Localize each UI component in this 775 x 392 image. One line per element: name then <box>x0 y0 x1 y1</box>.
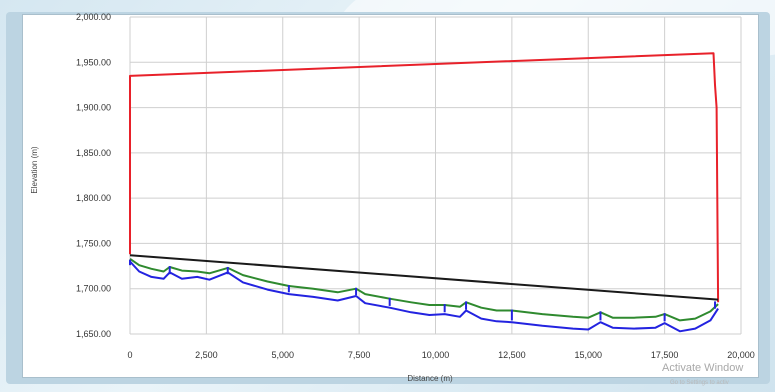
y-tick-label: 1,900.00 <box>76 103 111 113</box>
activation-watermark-subtitle: Go to Settings to activ <box>670 380 729 386</box>
series-line-2 <box>129 254 719 301</box>
x-tick-label: 15,000 <box>574 350 602 360</box>
x-tick-label: 17,500 <box>651 350 679 360</box>
x-tick-label: 7,500 <box>348 350 371 360</box>
x-tick-label: 20,000 <box>727 350 755 360</box>
x-axis-ticks: 0 2,500 5,000 7,500 10,000 12,500 15,000 17,500… <box>127 350 754 360</box>
y-axis-title: Elevation (m) <box>30 146 39 193</box>
x-tick-label: 0 <box>127 350 132 360</box>
x-axis-title: Distance (m) <box>407 374 453 383</box>
y-tick-label: 1,750.00 <box>76 238 111 248</box>
y-tick-label: 1,850.00 <box>76 148 111 158</box>
y-tick-label: 2,000.00 <box>76 12 111 22</box>
activation-watermark-title: Activate Window <box>662 362 743 374</box>
y-tick-label: 1,950.00 <box>76 57 111 67</box>
x-tick-label: 2,500 <box>195 350 218 360</box>
series-line-3 <box>129 257 719 322</box>
y-tick-label: 1,700.00 <box>76 284 111 294</box>
series-line-4 <box>129 260 719 333</box>
y-axis-ticks: 1,650.00 1,700.00 1,750.00 1,800.00 1,850.00… <box>76 12 111 339</box>
x-tick-label: 5,000 <box>271 350 294 360</box>
plot-area <box>129 52 720 333</box>
x-tick-label: 12,500 <box>498 350 526 360</box>
series-line-1 <box>129 52 720 303</box>
y-tick-label: 1,800.00 <box>76 193 111 203</box>
x-tick-label: 10,000 <box>422 350 450 360</box>
chart-grid <box>129 16 742 335</box>
y-tick-label: 1,650.00 <box>76 329 111 339</box>
